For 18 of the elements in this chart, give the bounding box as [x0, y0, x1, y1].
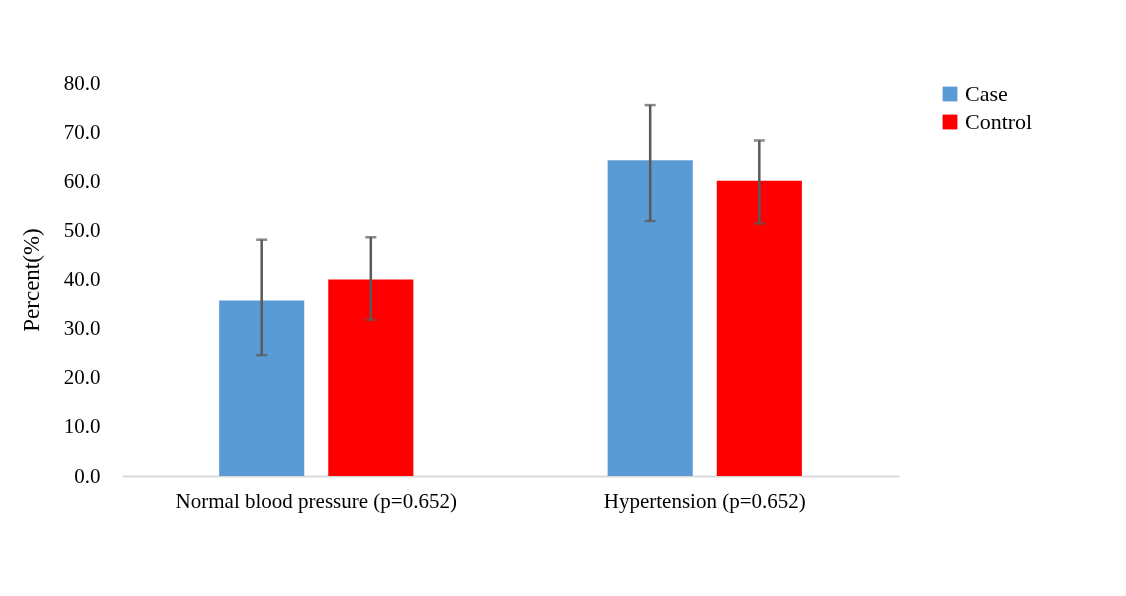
- y-tick-label: 30.0: [63, 316, 101, 341]
- y-tick-label: 0.0: [74, 463, 101, 488]
- y-tick-label: 80.0: [63, 70, 101, 95]
- y-tick-label: 20.0: [63, 365, 101, 390]
- y-tick-label: 60.0: [63, 168, 101, 193]
- bar: [716, 180, 802, 476]
- y-tick-label: 50.0: [63, 217, 101, 242]
- y-axis-title: Percent(%): [18, 228, 44, 332]
- legend-label: Control: [965, 109, 1033, 134]
- x-tick-label: Normal blood pressure (p=0.652): [175, 488, 457, 513]
- bar: [219, 300, 305, 476]
- bar: [607, 160, 693, 476]
- y-tick-label: 10.0: [63, 414, 101, 439]
- x-tick-label: Hypertension (p=0.652): [603, 488, 806, 513]
- y-tick-label: 40.0: [63, 267, 101, 291]
- bar: [328, 279, 414, 476]
- y-tick-label: 70.0: [63, 119, 101, 144]
- legend-label: Case: [965, 81, 1008, 106]
